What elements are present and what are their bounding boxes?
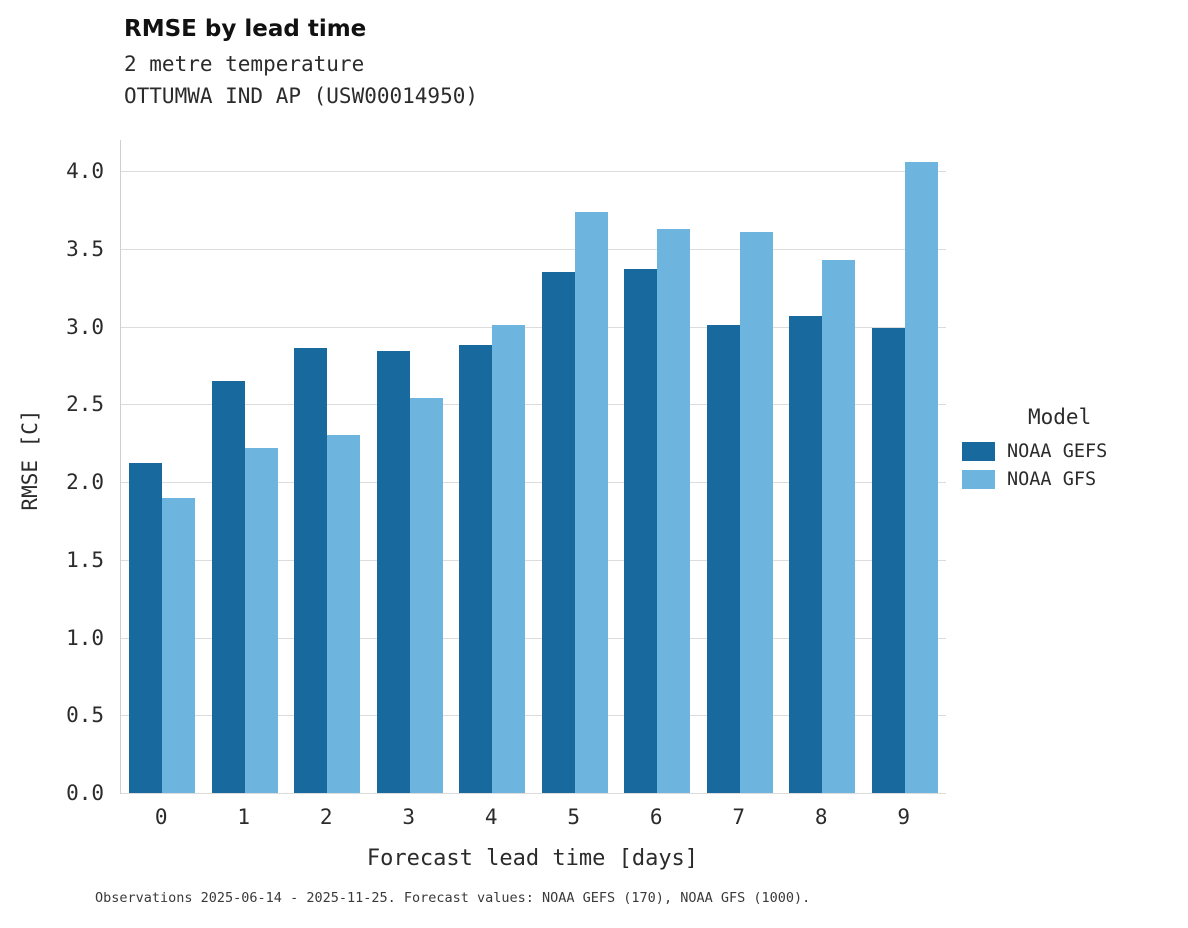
bar-noaa-gefs <box>129 463 163 793</box>
gridline <box>121 171 946 173</box>
x-tick-label: 7 <box>732 805 746 829</box>
legend-item: NOAA GFS <box>962 469 1107 490</box>
bar-noaa-gfs <box>657 228 691 793</box>
bar-noaa-gefs <box>871 328 905 793</box>
gridline <box>121 482 946 484</box>
plot-area <box>120 140 946 794</box>
x-tick-label: 8 <box>814 805 828 829</box>
bar-noaa-gfs <box>739 231 773 793</box>
y-tick-label: 0.0 <box>66 781 104 805</box>
legend-label: NOAA GEFS <box>1007 441 1108 462</box>
bar-noaa-gefs <box>541 272 575 793</box>
gridline <box>121 248 946 250</box>
bar-noaa-gfs <box>492 325 526 793</box>
x-tick-label: 5 <box>567 805 581 829</box>
bar-noaa-gfs <box>162 497 196 793</box>
bar-noaa-gefs <box>294 348 328 793</box>
bar-noaa-gfs <box>409 398 443 793</box>
bar-noaa-gefs <box>789 315 823 793</box>
y-tick-label: 1.0 <box>66 625 104 650</box>
bar-noaa-gfs <box>904 161 938 793</box>
gridline <box>121 715 946 717</box>
y-tick-label: 3.5 <box>66 236 104 261</box>
legend: Model NOAA GEFS NOAA GFS <box>962 405 1107 497</box>
bar-noaa-gfs <box>822 259 856 793</box>
bar-noaa-gefs <box>624 269 658 793</box>
caption: Observations 2025-06-14 - 2025-11-25. Fo… <box>95 890 811 906</box>
bar-noaa-gfs <box>574 211 608 793</box>
x-tick-label: 9 <box>897 805 911 829</box>
x-tick-label: 1 <box>237 805 251 829</box>
bar-noaa-gefs <box>459 345 493 793</box>
x-axis-label: Forecast lead time [days] <box>366 846 699 871</box>
legend-label: NOAA GFS <box>1007 469 1097 490</box>
gridline <box>121 637 946 639</box>
y-tick-label: 4.0 <box>66 159 104 184</box>
chart-title: RMSE by lead time <box>124 16 367 42</box>
bar-noaa-gefs <box>376 351 410 793</box>
gridline <box>121 404 946 406</box>
gridline <box>121 326 946 328</box>
bar-noaa-gfs <box>327 435 361 793</box>
y-tick-label: 1.5 <box>66 547 104 572</box>
legend-swatch <box>962 470 995 489</box>
y-tick-label: 0.5 <box>66 703 104 728</box>
legend-swatch <box>962 442 995 461</box>
chart-subtitle-variable: 2 metre temperature <box>124 52 365 76</box>
y-tick-label: 2.0 <box>66 470 104 495</box>
chart-subtitle-station: OTTUMWA IND AP (USW00014950) <box>124 84 479 108</box>
x-tick-label: 0 <box>154 805 168 829</box>
legend-item: NOAA GEFS <box>962 441 1107 462</box>
y-tick-label: 2.5 <box>66 392 104 417</box>
x-tick-label: 4 <box>484 805 498 829</box>
y-axis-label: RMSE [C] <box>18 409 42 511</box>
y-tick-label: 3.0 <box>66 314 104 339</box>
legend-title: Model <box>1028 405 1092 429</box>
bar-noaa-gfs <box>244 447 278 793</box>
x-tick-label: 2 <box>319 805 333 829</box>
x-tick-label: 6 <box>649 805 663 829</box>
bar-noaa-gefs <box>706 325 740 793</box>
gridline <box>121 793 946 794</box>
gridline <box>121 559 946 561</box>
legend-items: NOAA GEFS NOAA GFS <box>962 441 1107 490</box>
bar-noaa-gefs <box>211 381 245 793</box>
x-tick-label: 3 <box>402 805 416 829</box>
